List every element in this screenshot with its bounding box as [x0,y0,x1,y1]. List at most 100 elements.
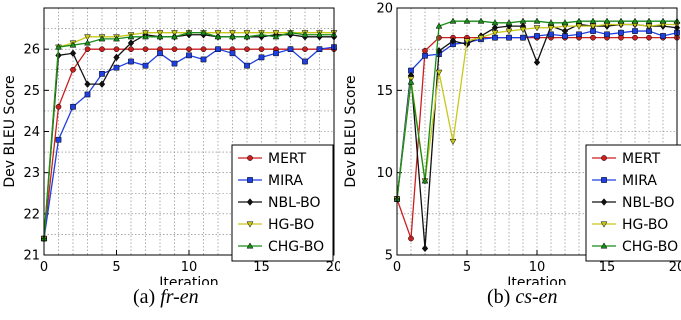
data-point-chg-bo [214,33,222,40]
legend-label: NBL-BO [268,195,321,211]
legend-a: MERT MIRA NBL-BO HG-BO CHG-BO [231,144,334,262]
data-point-mert [142,46,149,53]
data-point-chg-bo [561,19,569,26]
data-point-chg-bo [547,19,555,26]
data-point-mira [113,64,120,71]
data-point-nbl-bo [491,23,499,32]
data-point-nbl-bo [449,37,457,45]
data-point-mira [157,50,163,57]
x-tick-label: 5 [112,260,120,275]
axes-frame [396,7,678,256]
grid-b [397,8,677,255]
legend-marker-hg-bo [600,221,608,228]
legend-label: MERT [622,151,661,167]
data-point-mert [186,46,192,53]
data-point-chg-bo [55,43,62,50]
data-point-chg-bo [316,31,323,38]
data-point-mert [258,46,265,53]
data-point-mira [215,46,221,53]
data-point-mira [408,67,414,74]
data-point-mira [548,31,554,38]
x-axis-label: Iteration [159,275,218,285]
data-point-chg-bo [301,31,309,38]
axes-frame [43,7,335,256]
y-axis-label: Dev BLEU Score [2,75,18,187]
legend-label: NBL-BO [622,195,675,211]
data-point-mira [506,34,512,41]
y-tick-label: 15 [376,84,393,99]
data-point-hg-bo [272,30,280,37]
chart-cs-en: 051015205101520IterationDev BLEU ScoreME… [343,2,681,285]
data-point-mira [422,52,428,59]
data-point-mert [171,46,178,53]
data-point-chg-bo [272,33,280,40]
data-point-mert [618,34,624,41]
data-point-chg-bo [258,31,265,38]
data-point-mira [576,31,582,38]
data-point-mert [244,46,250,53]
legend-marker-nbl-bo [246,198,254,206]
data-point-mert [422,47,428,54]
data-point-chg-bo [589,17,597,24]
data-point-chg-bo [421,177,429,184]
data-point-mira [142,62,149,69]
y-tick-label: 25 [23,84,40,99]
y-axis-label: Dev BLEU Score [343,75,359,187]
data-point-chg-bo [645,17,653,24]
data-point-mira [128,58,134,65]
data-point-nbl-bo [69,49,77,58]
data-point-nbl-bo [561,27,569,35]
y-tick-label: 21 [23,249,40,264]
legend-label: CHG-BO [622,239,678,255]
data-point-mira [258,54,265,61]
legend-marker-mira [247,177,253,183]
data-point-chg-bo [505,19,513,26]
caption-cs-en: (b) cs-en [487,286,558,308]
data-point-chg-bo [98,35,106,42]
x-tick-label: 5 [463,260,471,275]
data-point-mira [171,60,178,67]
data-point-mert [632,34,638,41]
data-point-chg-bo [575,17,583,24]
data-point-mira [302,58,308,65]
y-tick-label: 26 [23,43,40,58]
data-point-hg-bo [463,38,471,45]
data-point-mert [590,34,596,41]
data-point-chg-bo [69,41,77,48]
data-point-chg-bo [287,29,294,36]
x-tick-label: 10 [529,260,546,275]
legend-label: HG-BO [268,217,314,233]
data-point-hg-bo [171,30,178,37]
x-tick-label: 0 [393,260,401,275]
data-point-chg-bo [435,22,443,29]
x-tick-label: 15 [253,260,270,275]
data-point-nbl-bo [113,53,120,62]
data-point-mert [408,235,414,242]
data-point-mira [84,91,91,98]
legend-b: MERT MIRA NBL-BO HG-BO CHG-BO [585,144,681,262]
data-point-hg-bo [575,23,583,30]
data-point-mira [520,34,526,41]
data-point-mira [287,46,294,53]
chart-fr-en: 0 5 10 15 20 21 22 23 24 25 26 Iteration Dev BLEU Sc… [2,7,340,285]
data-point-mira [55,136,62,143]
data-point-chg-bo [659,17,667,24]
data-point-mira [273,50,279,57]
data-point-mira [244,62,250,69]
data-point-hg-bo [229,30,236,37]
data-point-hg-bo [449,138,457,146]
y-tick-label: 23 [23,166,40,181]
data-point-mira [316,46,323,53]
data-point-hg-bo [547,25,555,32]
data-point-mira [632,28,638,34]
data-point-chg-bo [127,33,135,40]
data-point-chg-bo [477,17,485,24]
data-point-mira [200,56,207,63]
data-point-nbl-bo [98,80,106,88]
data-point-chg-bo [631,17,639,24]
data-point-mira [534,33,540,39]
data-point-chg-bo [617,17,625,24]
data-point-chg-bo [229,33,236,40]
data-point-hg-bo [645,23,653,30]
